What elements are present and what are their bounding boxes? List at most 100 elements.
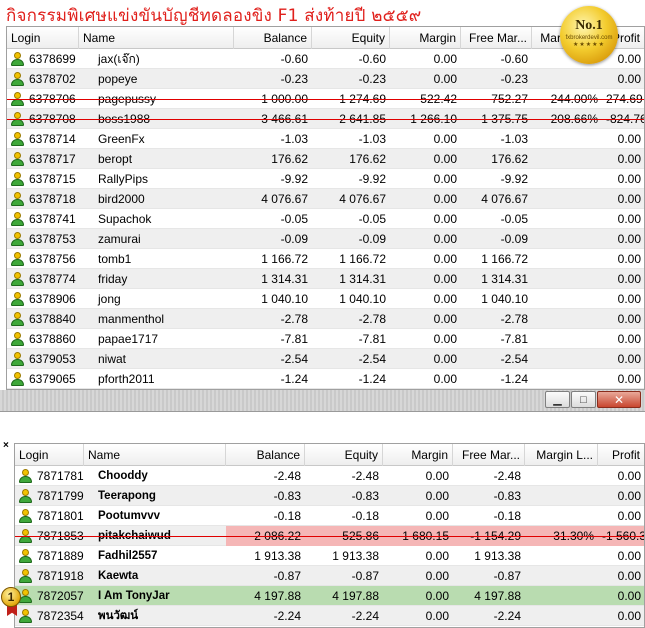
cell-equity: -0.83 [351,489,379,503]
column-header-margin[interactable]: Margin [383,444,453,466]
cell-equity: -0.23 [358,72,386,86]
column-header-balance[interactable]: Balance [226,444,305,466]
user-icon [11,152,24,166]
table-row[interactable]: 6378714 GreenFx -1.03 -1.03 0.00 -1.03 0.00 [7,129,644,149]
table-row[interactable]: 6378753 zamurai -0.09 -0.09 0.00 -0.09 0.00 [7,229,644,249]
table-row[interactable]: 7871781 Chooddy -2.48 -2.48 0.00 -2.48 0.00 [15,466,644,486]
cell-balance: -2.78 [280,312,308,326]
cell-balance: 4 197.88 [254,589,301,603]
table-row[interactable]: 6378774 friday 1 314.31 1 314.31 0.00 1 314.3… [7,269,644,289]
badge-main: No.1 [575,18,603,33]
cell-profit: 0.00 [617,272,641,286]
minimize-icon: ▁ [553,394,562,406]
table-row[interactable]: 7872354 พนวัฒน์ -2.24 -2.24 0.00 -2.24 0.00 [15,606,644,626]
minimize-button[interactable]: ▁ [545,391,570,408]
table-row[interactable]: 6378840 manmenthol -2.78 -2.78 0.00 -2.78 0.00 [7,309,644,329]
cell-margin-level [525,486,598,506]
badge-sub: fxbrokerdevil.com [565,35,613,41]
cell-equity: -2.48 [351,469,379,483]
table-header: Login Name Balance Equity Margin Free Mar... M… [7,27,644,49]
cell-margin: 0.00 [425,589,449,603]
cell-balance: -9.92 [280,172,308,186]
medal-coin: 1 [1,587,21,607]
cell-profit: 0.00 [617,152,641,166]
cell-profit: 0.00 [617,52,641,66]
column-header-balance[interactable]: Balance [234,27,312,49]
user-icon [11,372,24,386]
column-header-margin-level[interactable]: Margin L... [525,444,598,466]
table-row[interactable]: 7871889 Fadhil2557 1 913.38 1 913.38 0.00 1 9… [15,546,644,566]
table-row[interactable]: 7871801 Pootumvvv -0.18 -0.18 0.00 -0.18 0.00 [15,506,644,526]
cell-balance: 1 314.31 [261,272,308,286]
column-header-free[interactable]: Free Mar... [461,27,532,49]
table-row[interactable]: 6378715 RallyPips -9.92 -9.92 0.00 -9.92 0.00 [7,169,644,189]
cell-free: -0.87 [493,569,521,583]
column-header-margin[interactable]: Margin [390,27,461,49]
column-header-free[interactable]: Free Mar... [453,444,525,466]
close-button[interactable]: ✕ [597,391,641,408]
column-header-login[interactable]: Login [15,444,84,466]
cell-profit: 0.00 [617,172,641,186]
accounts-table-bottom: Login Name Balance Equity Margin Free Mar... M… [14,443,645,628]
table-row[interactable]: 6378708 boss1988 3 466.61 2 641.85 1 266.10 1… [7,109,644,129]
cell-name: RallyPips [98,172,149,186]
table-row[interactable]: 7871799 Teerapong -0.83 -0.83 0.00 -0.83 0.00 [15,486,644,506]
cell-free: -0.09 [500,232,528,246]
cell-login: 6378756 [29,252,76,266]
column-header-name[interactable]: Name [84,444,226,466]
table-row[interactable]: 6378718 bird2000 4 076.67 4 076.67 0.00 4 076… [7,189,644,209]
cell-login: 6378840 [29,312,76,326]
cell-name: GreenFx [98,132,145,146]
maximize-button[interactable]: □ [571,391,596,408]
user-icon [19,609,32,623]
user-icon [11,272,24,286]
column-header-profit[interactable]: Profit [602,27,644,49]
user-icon [11,252,24,266]
cell-balance: -1.03 [280,132,308,146]
cell-name: manmenthol [98,312,165,326]
gold-medal-icon: 1 [1,587,23,617]
column-header-profit[interactable]: Profit [598,444,644,466]
table-row[interactable]: 7872057 I Am TonyJar 4 197.88 4 197.88 0.00 4… [15,586,644,606]
cell-balance: -0.60 [280,52,308,66]
table-row[interactable]: 6378741 Supachok -0.05 -0.05 0.00 -0.05 0.00 [7,209,644,229]
column-header-equity[interactable]: Equity [312,27,390,49]
cell-balance: -0.87 [273,569,301,583]
cell-free: 1 314.31 [481,272,528,286]
cell-name: friday [98,272,128,286]
badge-stars: ★★★★★ [573,42,605,48]
table-row[interactable]: 6378860 papae1717 -7.81 -7.81 0.00 -7.81 0.00 [7,329,644,349]
window-splitter[interactable] [0,390,645,412]
table-row[interactable]: 6378717 beropt 176.62 176.62 0.00 176.62 0.00 [7,149,644,169]
cell-profit: 0.00 [617,372,641,386]
table-row[interactable]: 6379053 niwat -2.54 -2.54 0.00 -2.54 0.00 [7,349,644,369]
table-row[interactable]: 6378702 popeye -0.23 -0.23 0.00 -0.23 0.00 [7,69,644,89]
cell-equity: 4 197.88 [332,589,379,603]
cell-balance: -0.09 [280,232,308,246]
cell-name: Supachok [98,212,152,226]
cell-equity: -9.92 [358,172,386,186]
cell-free: 1 913.38 [474,549,521,563]
table-row[interactable]: 6378906 jong 1 040.10 1 040.10 0.00 1 040.10 0… [7,289,644,309]
table-row[interactable]: 6378706 pagepussy 1 000.00 1 274.69 522.42 75… [7,89,644,109]
table-row[interactable]: 6378699 jax(เจ๊ก) -0.60 -0.60 0.00 -0.60 0.00 [7,49,644,69]
window-controls: ▁ □ ✕ [545,391,642,409]
cell-profit: 0.00 [617,332,641,346]
cell-equity: -2.78 [358,312,386,326]
user-icon [19,469,32,483]
close-panel-icon[interactable]: × [3,440,9,451]
table-row[interactable]: 7871918 Kaewta -0.87 -0.87 0.00 -0.87 0.00 [15,566,644,586]
table-row[interactable]: 7871853 pitakchaiwud 2 086.22 525.86 1 680.1… [15,526,644,546]
cell-profit: 0.00 [617,589,641,603]
column-header-equity[interactable]: Equity [305,444,383,466]
cell-margin: 0.00 [433,52,457,66]
column-header-login[interactable]: Login [7,27,79,49]
user-icon [11,132,24,146]
cell-balance: 1 166.72 [261,252,308,266]
table-row[interactable]: 6378756 tomb1 1 166.72 1 166.72 0.00 1 166.72… [7,249,644,269]
table-row[interactable]: 6379065 pforth2011 -1.24 -1.24 0.00 -1.24 0.00 [7,369,644,389]
cell-margin-level [525,606,598,626]
user-icon [19,489,32,503]
column-header-name[interactable]: Name [79,27,234,49]
cell-margin-level [532,149,602,169]
